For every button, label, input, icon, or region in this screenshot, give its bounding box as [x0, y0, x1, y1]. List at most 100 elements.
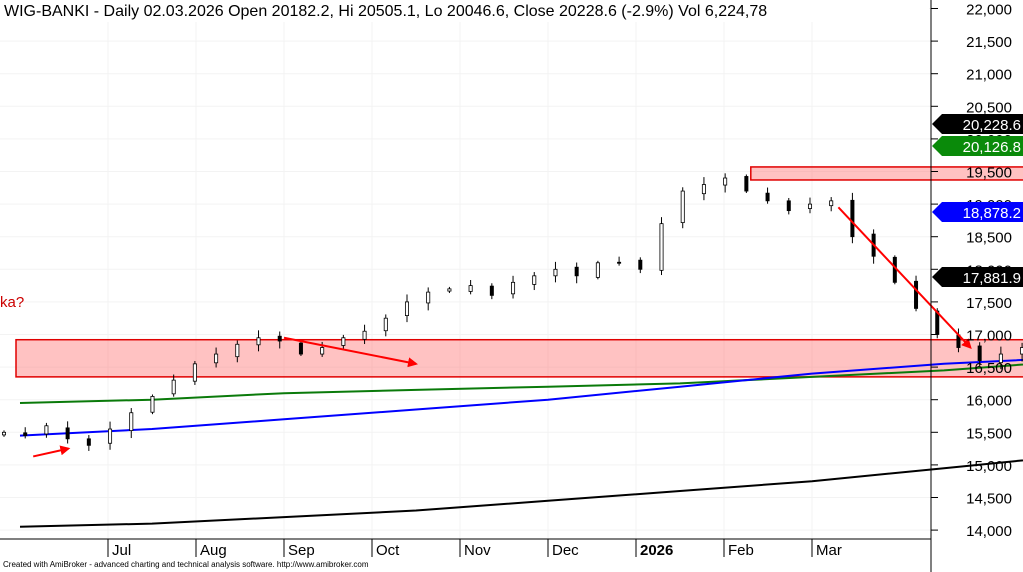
- price-zone: [15, 338, 1023, 378]
- footer-credit: Created with AmiBroker - advanced charti…: [3, 560, 369, 569]
- candle: [744, 174, 749, 194]
- candle-body: [998, 353, 1003, 364]
- candle-body: [447, 288, 452, 292]
- price-label-box: [932, 113, 1023, 134]
- y-tick-label: 21,000: [966, 67, 1012, 84]
- candle: [532, 272, 537, 291]
- candle-body: [617, 261, 622, 264]
- candle-body: [23, 432, 28, 436]
- candle-body: [786, 200, 791, 212]
- y-tick-label: 16,500: [966, 360, 1012, 377]
- candle: [638, 257, 643, 274]
- candle-body: [235, 343, 240, 358]
- candle: [617, 256, 622, 266]
- candle-body: [1020, 347, 1023, 355]
- price-label: 20,126.8: [932, 136, 1023, 156]
- candle-body: [150, 396, 155, 413]
- price-zone: [750, 166, 1023, 181]
- chart-title: WIG-BANKI - Daily 02.03.2026 Open 20182.…: [4, 3, 767, 20]
- y-tick-label: 17,000: [966, 328, 1012, 345]
- candle-body: [362, 330, 367, 340]
- candle-body: [129, 412, 134, 432]
- title-backdrop: [0, 0, 929, 22]
- candle: [489, 283, 494, 300]
- candle-body: [404, 301, 409, 316]
- y-tick-label: 16,000: [966, 393, 1012, 410]
- candle: [468, 279, 473, 295]
- candle-body: [65, 427, 70, 440]
- candle: [659, 217, 664, 276]
- y-tick-label: 20,500: [966, 99, 1012, 116]
- candle-body: [850, 199, 855, 238]
- candle: [723, 173, 728, 193]
- candle-body: [829, 200, 834, 207]
- candle-body: [214, 353, 219, 364]
- candle-body: [977, 345, 982, 361]
- price-labels: 20,228.6 20,126.8 18,878.2 17,881.9: [932, 113, 1023, 288]
- candle-body: [807, 203, 812, 209]
- x-tick-label: Jul: [112, 542, 131, 559]
- x-tick-label: Dec: [552, 542, 579, 559]
- candle-body: [171, 379, 176, 395]
- candle-body: [553, 268, 558, 277]
- candle-body: [638, 259, 643, 270]
- candle-body: [744, 176, 749, 192]
- candle: [765, 187, 770, 204]
- candle: [65, 421, 70, 444]
- zone-layer: [15, 166, 1023, 378]
- x-tick-label: Mar: [816, 542, 842, 559]
- candle-body: [426, 291, 431, 304]
- candle: [998, 346, 1003, 370]
- candle: [404, 294, 409, 323]
- candle-body: [574, 266, 579, 277]
- annotation-arrow: [32, 445, 71, 458]
- price-label-box: [932, 267, 1023, 288]
- candle-body: [298, 342, 303, 355]
- candle-body: [44, 425, 49, 435]
- x-axis-ticks: Jul Aug Sep Oct Nov Dec 2026 Feb Mar: [107, 539, 842, 559]
- candle: [44, 422, 49, 438]
- y-tick-label: 18,500: [966, 230, 1012, 247]
- candle-body: [765, 192, 770, 202]
- candle: [426, 287, 431, 311]
- arrow-layer: [32, 206, 972, 458]
- candle-body: [532, 275, 537, 285]
- candle-body: [659, 223, 664, 271]
- candle: [150, 394, 155, 415]
- candle-body: [701, 184, 706, 195]
- y-tick-label: 21,500: [966, 34, 1012, 51]
- price-label-text: 20,228.6: [963, 117, 1021, 134]
- candle: [511, 275, 516, 299]
- price-label: 20,228.6: [932, 113, 1023, 134]
- candle-body: [108, 428, 113, 444]
- candle-body: [914, 280, 919, 309]
- candle: [23, 427, 28, 439]
- annotation-arrow: [837, 206, 972, 349]
- candle: [298, 341, 303, 357]
- candle: [277, 331, 282, 349]
- candle-body: [2, 431, 7, 436]
- price-label-box: [932, 202, 1023, 223]
- candle: [447, 286, 452, 294]
- candle-body: [680, 190, 685, 224]
- candle-body: [723, 177, 728, 186]
- candle: [553, 261, 558, 283]
- candle-body: [489, 285, 494, 296]
- candle: [829, 197, 834, 212]
- candle: [914, 275, 919, 312]
- candle: [2, 430, 7, 437]
- candle: [786, 197, 791, 215]
- candle: [192, 360, 197, 385]
- candle: [214, 347, 219, 368]
- x-tick-label: Oct: [376, 542, 400, 559]
- candle-body: [320, 347, 325, 355]
- y-tick-label: 19,500: [966, 165, 1012, 182]
- x-tick-label: 2026: [640, 542, 673, 559]
- price-label-text: 20,126.8: [963, 139, 1021, 156]
- candle-body: [86, 438, 91, 446]
- grid-layer: [0, 0, 931, 539]
- candle-body: [468, 285, 473, 292]
- candle-body: [511, 281, 516, 295]
- candle-body: [192, 363, 197, 382]
- moving-average-line-3: [19, 459, 1023, 528]
